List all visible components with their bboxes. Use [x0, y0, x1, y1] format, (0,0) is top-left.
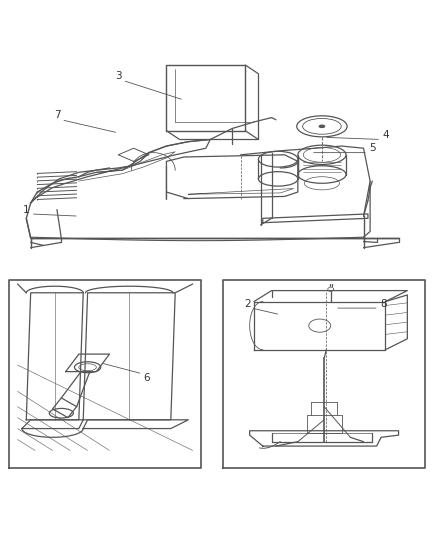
Text: 5: 5 [369, 143, 376, 154]
Text: 7: 7 [53, 110, 60, 120]
Text: 8: 8 [380, 298, 387, 309]
Text: 3: 3 [115, 71, 122, 81]
Ellipse shape [319, 125, 325, 127]
Text: 2: 2 [244, 298, 251, 309]
Text: 4: 4 [382, 130, 389, 140]
Ellipse shape [328, 287, 333, 291]
Text: 1: 1 [23, 205, 30, 215]
Ellipse shape [329, 288, 332, 290]
Text: 6: 6 [143, 373, 150, 383]
